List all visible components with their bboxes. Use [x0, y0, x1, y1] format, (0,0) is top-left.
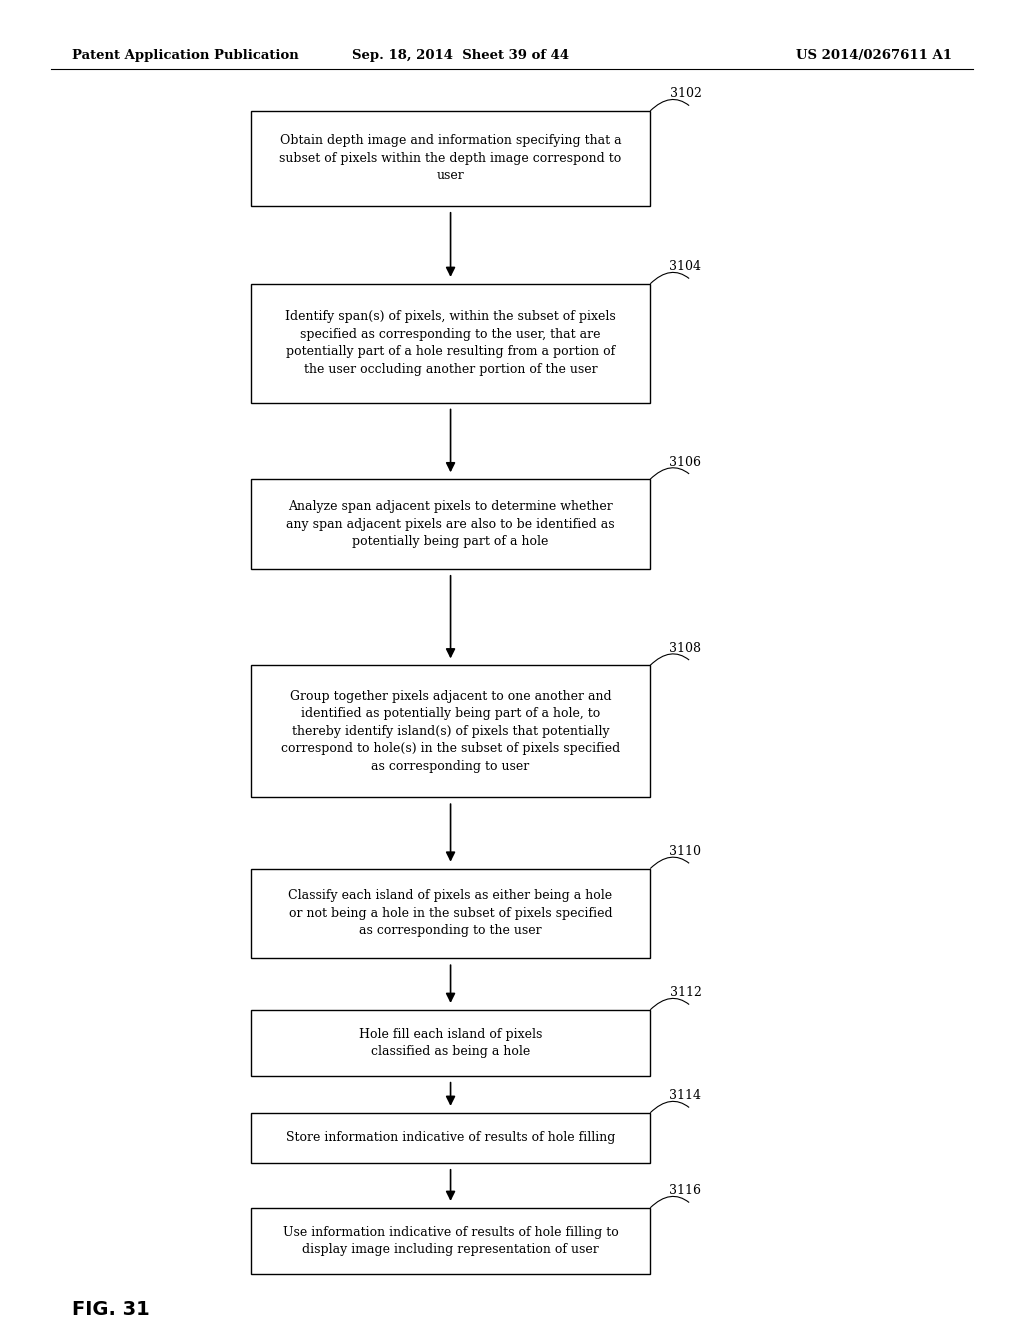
- Bar: [251, 284, 650, 403]
- Bar: [251, 665, 650, 797]
- Text: Store information indicative of results of hole filling: Store information indicative of results …: [286, 1131, 615, 1144]
- Text: 3110: 3110: [670, 845, 701, 858]
- Bar: [251, 1010, 650, 1076]
- Bar: [251, 479, 650, 569]
- Text: Patent Application Publication: Patent Application Publication: [72, 49, 298, 62]
- Text: Identify span(s) of pixels, within the subset of pixels
specified as correspondi: Identify span(s) of pixels, within the s…: [286, 310, 615, 376]
- Text: 3102: 3102: [670, 87, 701, 100]
- Text: Hole fill each island of pixels
classified as being a hole: Hole fill each island of pixels classifi…: [358, 1027, 543, 1059]
- Text: Use information indicative of results of hole filling to
display image including: Use information indicative of results of…: [283, 1225, 618, 1257]
- Text: Group together pixels adjacent to one another and
identified as potentially bein: Group together pixels adjacent to one an…: [281, 690, 621, 772]
- Text: 3104: 3104: [670, 260, 701, 273]
- Text: 3108: 3108: [670, 642, 701, 655]
- Text: FIG. 31: FIG. 31: [72, 1300, 150, 1319]
- Text: Obtain depth image and information specifying that a
subset of pixels within the: Obtain depth image and information speci…: [280, 135, 622, 182]
- Bar: [251, 111, 650, 206]
- Text: Classify each island of pixels as either being a hole
or not being a hole in the: Classify each island of pixels as either…: [289, 890, 612, 937]
- Bar: [251, 869, 650, 958]
- Text: Sep. 18, 2014  Sheet 39 of 44: Sep. 18, 2014 Sheet 39 of 44: [352, 49, 569, 62]
- Text: US 2014/0267611 A1: US 2014/0267611 A1: [797, 49, 952, 62]
- Text: 3116: 3116: [670, 1184, 701, 1197]
- Text: Analyze span adjacent pixels to determine whether
any span adjacent pixels are a: Analyze span adjacent pixels to determin…: [287, 500, 614, 548]
- Text: 3106: 3106: [670, 455, 701, 469]
- Bar: [251, 1208, 650, 1274]
- Text: 3112: 3112: [670, 986, 701, 999]
- Bar: [251, 1113, 650, 1163]
- Text: 3114: 3114: [670, 1089, 701, 1102]
